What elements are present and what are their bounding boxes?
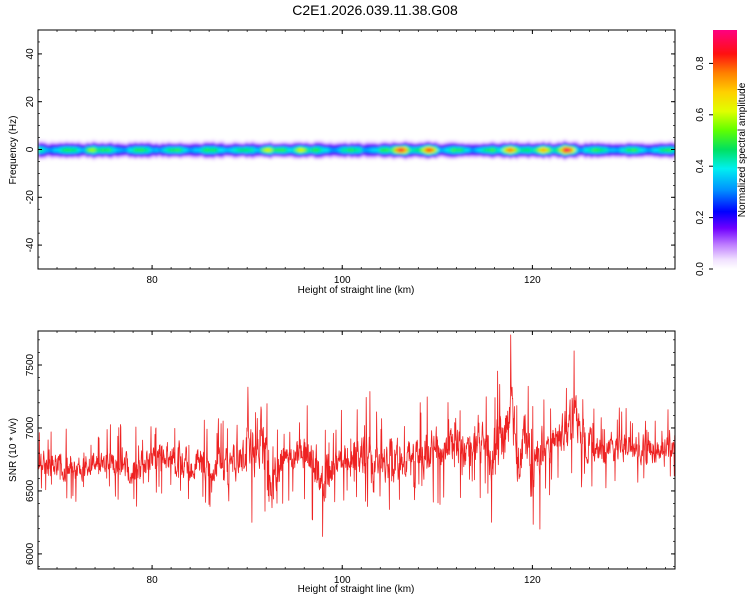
snr-ticks: 80 100 120 6000 6500 7000 7500 [25, 331, 675, 586]
spectrogram-panel: 80 100 120 40 20 0 -20 -40 Height of straight l… [8, 29, 676, 296]
colorbar-tick-label: 0.4 [695, 159, 706, 173]
snr-trace-line [38, 334, 675, 537]
colorbar-tick-label: 0.0 [695, 262, 706, 276]
spectrogram-y-tick-label: 20 [25, 96, 36, 108]
colorbar-label: Normalized spectral amplitude [737, 82, 748, 217]
snr-x-tick-label: 120 [524, 575, 541, 586]
spectral-band-cells [38, 138, 675, 162]
spectrogram-x-tick-label: 120 [524, 275, 541, 286]
spectrogram-y-tick-label: -20 [25, 190, 36, 205]
snr-y-tick-label: 6500 [25, 479, 36, 502]
snr-frame [37, 330, 676, 570]
snr-x-tick-label: 100 [334, 575, 351, 586]
spectrogram-x-tick-label: 100 [334, 275, 351, 286]
snr-y-axis-label: SNR (10 * v/v) [8, 418, 19, 482]
spectrogram-y-tick-label: 0 [25, 146, 36, 152]
snr-y-tick-label: 6000 [25, 542, 36, 565]
snr-y-tick-label: 7000 [25, 416, 36, 439]
spectrogram-band [38, 138, 675, 162]
spectrogram-y-tick-label: 40 [25, 48, 36, 60]
spectrogram-x-axis-label: Height of straight line (km) [298, 285, 415, 296]
spectrogram-y-tick-label: -40 [25, 237, 36, 252]
colorbar: 0.0 0.2 0.4 0.6 0.8 Normalized spectral ampl… [695, 30, 748, 276]
spectrogram-ticks: 80 100 120 40 20 0 -20 -40 [25, 29, 675, 286]
colorbar-gradient [713, 30, 737, 269]
snr-y-tick-label: 7500 [25, 353, 36, 376]
snr-x-axis-label: Height of straight line (km) [298, 584, 415, 595]
snr-x-tick-label: 80 [147, 575, 159, 586]
colorbar-tick-label: 0.8 [695, 56, 706, 70]
spectrogram-y-axis-label: Frequency (Hz) [8, 116, 19, 185]
spectrogram-x-tick-label: 80 [147, 275, 159, 286]
colorbar-ticks: 0.0 0.2 0.4 0.6 0.8 [695, 56, 713, 276]
snr-series [38, 334, 675, 537]
colorbar-tick-label: 0.2 [695, 210, 706, 224]
snr-panel: 80 100 120 6000 6500 7000 7500 Height of strai… [8, 330, 676, 595]
colorbar-tick-label: 0.6 [695, 107, 706, 121]
chart-title: C2E1.2026.039.11.38.G08 [292, 2, 458, 18]
